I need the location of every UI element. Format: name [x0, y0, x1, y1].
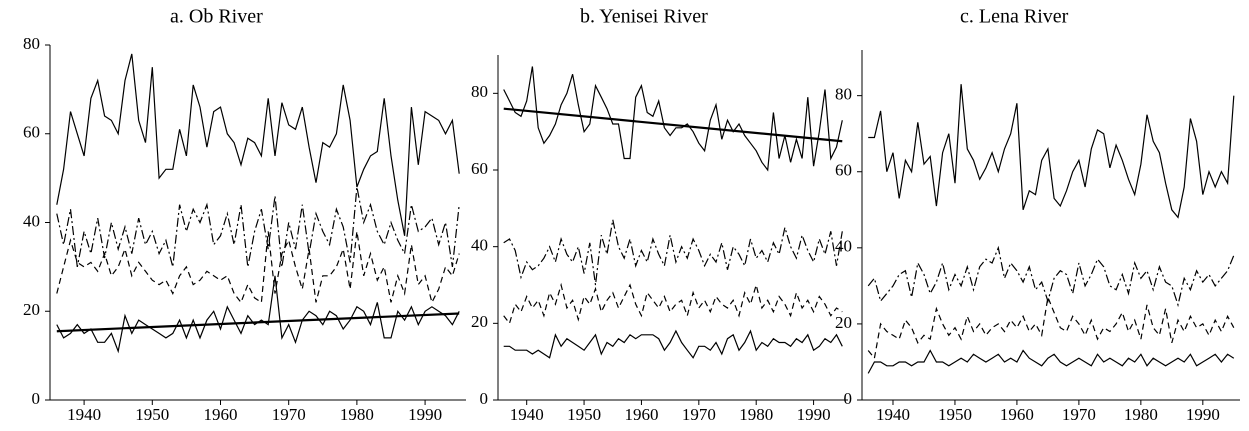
x-tick-label: 1970 [682, 405, 716, 424]
series-line [867, 245, 1235, 308]
panel-title: b. Yenisei River [580, 6, 708, 28]
x-tick-label: 1940 [67, 405, 101, 424]
x-tick-label: 1970 [272, 405, 306, 424]
y-tick-label: 80 [471, 82, 488, 101]
y-tick-label: 40 [835, 237, 852, 256]
x-tick-label: 1940 [510, 405, 544, 424]
x-tick-label: 1960 [624, 405, 658, 424]
x-tick-label: 1960 [1000, 405, 1034, 424]
y-tick-label: 80 [23, 34, 40, 53]
trend-line [56, 312, 460, 333]
x-tick-label: 1970 [1062, 405, 1096, 424]
y-tick-label: 40 [471, 236, 488, 255]
panel-title: a. Ob River [170, 6, 263, 28]
y-tick-label: 60 [23, 123, 40, 142]
trend-line [503, 107, 843, 143]
series-line [56, 231, 460, 305]
x-tick-label: 1990 [1186, 405, 1220, 424]
x-tick-label: 1980 [340, 405, 374, 424]
series-line [503, 66, 843, 172]
series-line [503, 282, 843, 325]
series-line [868, 84, 1235, 219]
y-tick-label: 20 [23, 300, 40, 319]
series-line [503, 329, 843, 359]
y-tick-label: 0 [480, 389, 489, 408]
x-tick-label: 1950 [938, 405, 972, 424]
x-tick-label: 1980 [739, 405, 773, 424]
x-tick-label: 1950 [135, 405, 169, 424]
y-tick-label: 20 [835, 313, 852, 332]
series-line [867, 295, 1235, 360]
x-tick-label: 1990 [408, 405, 442, 424]
y-tick-label: 80 [835, 85, 852, 104]
series-line [503, 219, 843, 286]
y-tick-label: 0 [844, 389, 853, 408]
y-tick-label: 60 [835, 161, 852, 180]
series-line [56, 186, 460, 268]
x-tick-label: 1940 [876, 405, 910, 424]
series-line [56, 53, 460, 236]
series-line [867, 349, 1235, 374]
y-tick-label: 20 [471, 312, 488, 331]
series-line [56, 275, 460, 354]
x-tick-label: 1950 [567, 405, 601, 424]
x-tick-label: 1990 [797, 405, 831, 424]
x-tick-label: 1980 [1124, 405, 1158, 424]
y-tick-label: 60 [471, 159, 488, 178]
x-tick-label: 1960 [203, 405, 237, 424]
y-tick-label: 40 [23, 211, 40, 230]
panel-title: c. Lena River [960, 6, 1069, 28]
y-tick-label: 0 [32, 389, 41, 408]
